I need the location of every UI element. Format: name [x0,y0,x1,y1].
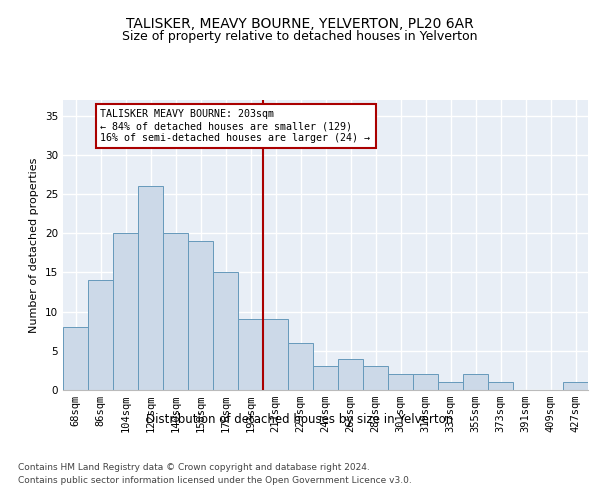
Text: Distribution of detached houses by size in Yelverton: Distribution of detached houses by size … [146,412,454,426]
Bar [213,272,238,390]
Bar [238,320,263,390]
Text: Contains public sector information licensed under the Open Government Licence v3: Contains public sector information licen… [18,476,412,485]
Text: TALISKER, MEAVY BOURNE, YELVERTON, PL20 6AR: TALISKER, MEAVY BOURNE, YELVERTON, PL20 … [126,18,474,32]
Y-axis label: Number of detached properties: Number of detached properties [29,158,40,332]
Bar [413,374,438,390]
Bar [163,233,188,390]
Text: TALISKER MEAVY BOURNE: 203sqm
← 84% of detached houses are smaller (129)
16% of : TALISKER MEAVY BOURNE: 203sqm ← 84% of d… [101,110,371,142]
Bar [338,358,363,390]
Bar [563,382,588,390]
Bar [463,374,488,390]
Bar [363,366,388,390]
Bar [113,233,138,390]
Bar [488,382,513,390]
Bar [263,320,288,390]
Bar [388,374,413,390]
Text: Size of property relative to detached houses in Yelverton: Size of property relative to detached ho… [122,30,478,43]
Text: Contains HM Land Registry data © Crown copyright and database right 2024.: Contains HM Land Registry data © Crown c… [18,462,370,471]
Bar [313,366,338,390]
Bar [138,186,163,390]
Bar [63,328,88,390]
Bar [88,280,113,390]
Bar [288,343,313,390]
Bar [188,241,213,390]
Bar [438,382,463,390]
